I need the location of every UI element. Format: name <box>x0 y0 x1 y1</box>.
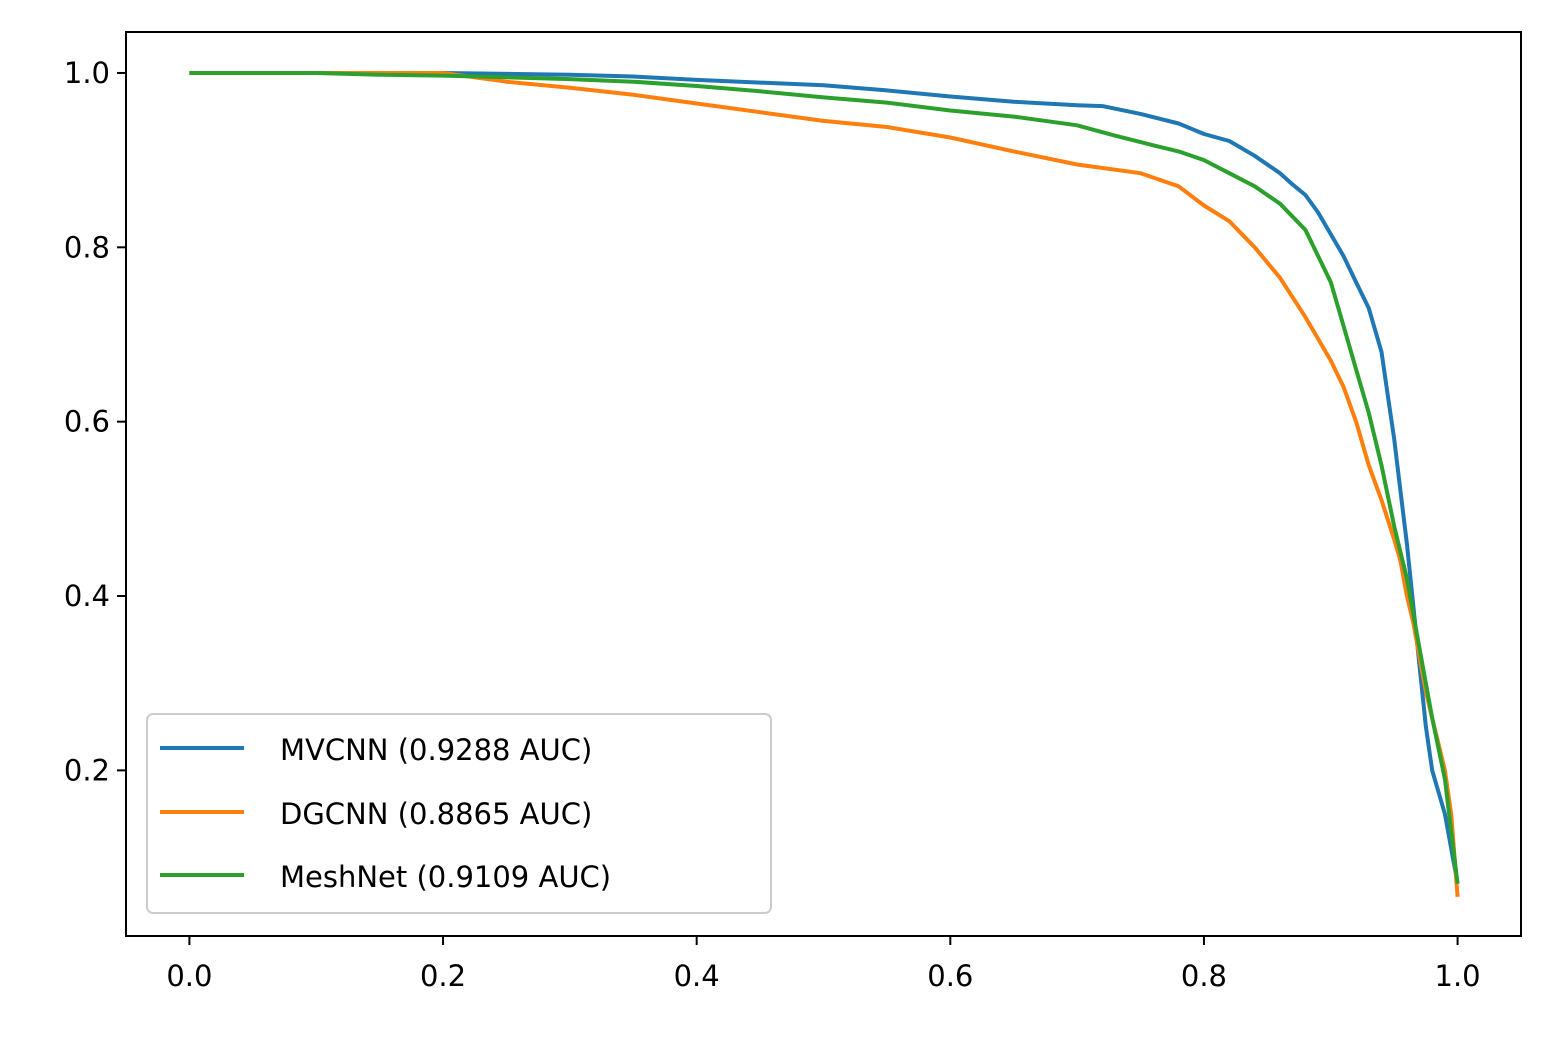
x-tick-label: 0.6 <box>927 959 973 993</box>
series-lines <box>189 71 1460 897</box>
legend: MVCNN (0.9288 AUC) DGCNN (0.8865 AUC) Me… <box>146 713 772 914</box>
series-line-0 <box>189 71 1460 885</box>
x-tick-label: 0.8 <box>1181 959 1227 993</box>
series-line-2 <box>189 71 1460 884</box>
legend-label-dgcnn: DGCNN (0.8865 AUC) <box>280 797 592 831</box>
legend-label-mvcnn: MVCNN (0.9288 AUC) <box>280 733 592 767</box>
y-tick-label: 0.2 <box>64 753 110 787</box>
x-axis-ticks: 0.0 0.2 0.4 0.6 0.8 1.0 <box>166 936 1481 993</box>
y-tick-label: 0.4 <box>64 579 110 613</box>
x-tick-label: 0.4 <box>674 959 720 993</box>
axes-frame <box>125 31 1522 937</box>
x-tick-label: 0.2 <box>420 959 466 993</box>
legend-box <box>146 713 772 914</box>
y-tick-label: 0.8 <box>64 230 110 264</box>
x-tick-label: 1.0 <box>1435 959 1481 993</box>
y-axis-ticks: 0.2 0.4 0.6 0.8 1.0 <box>64 56 126 787</box>
y-tick-label: 1.0 <box>64 56 110 90</box>
x-tick-label: 0.0 <box>166 959 212 993</box>
legend-label-meshnet: MeshNet (0.9109 AUC) <box>280 860 611 894</box>
y-tick-label: 0.6 <box>64 405 110 439</box>
